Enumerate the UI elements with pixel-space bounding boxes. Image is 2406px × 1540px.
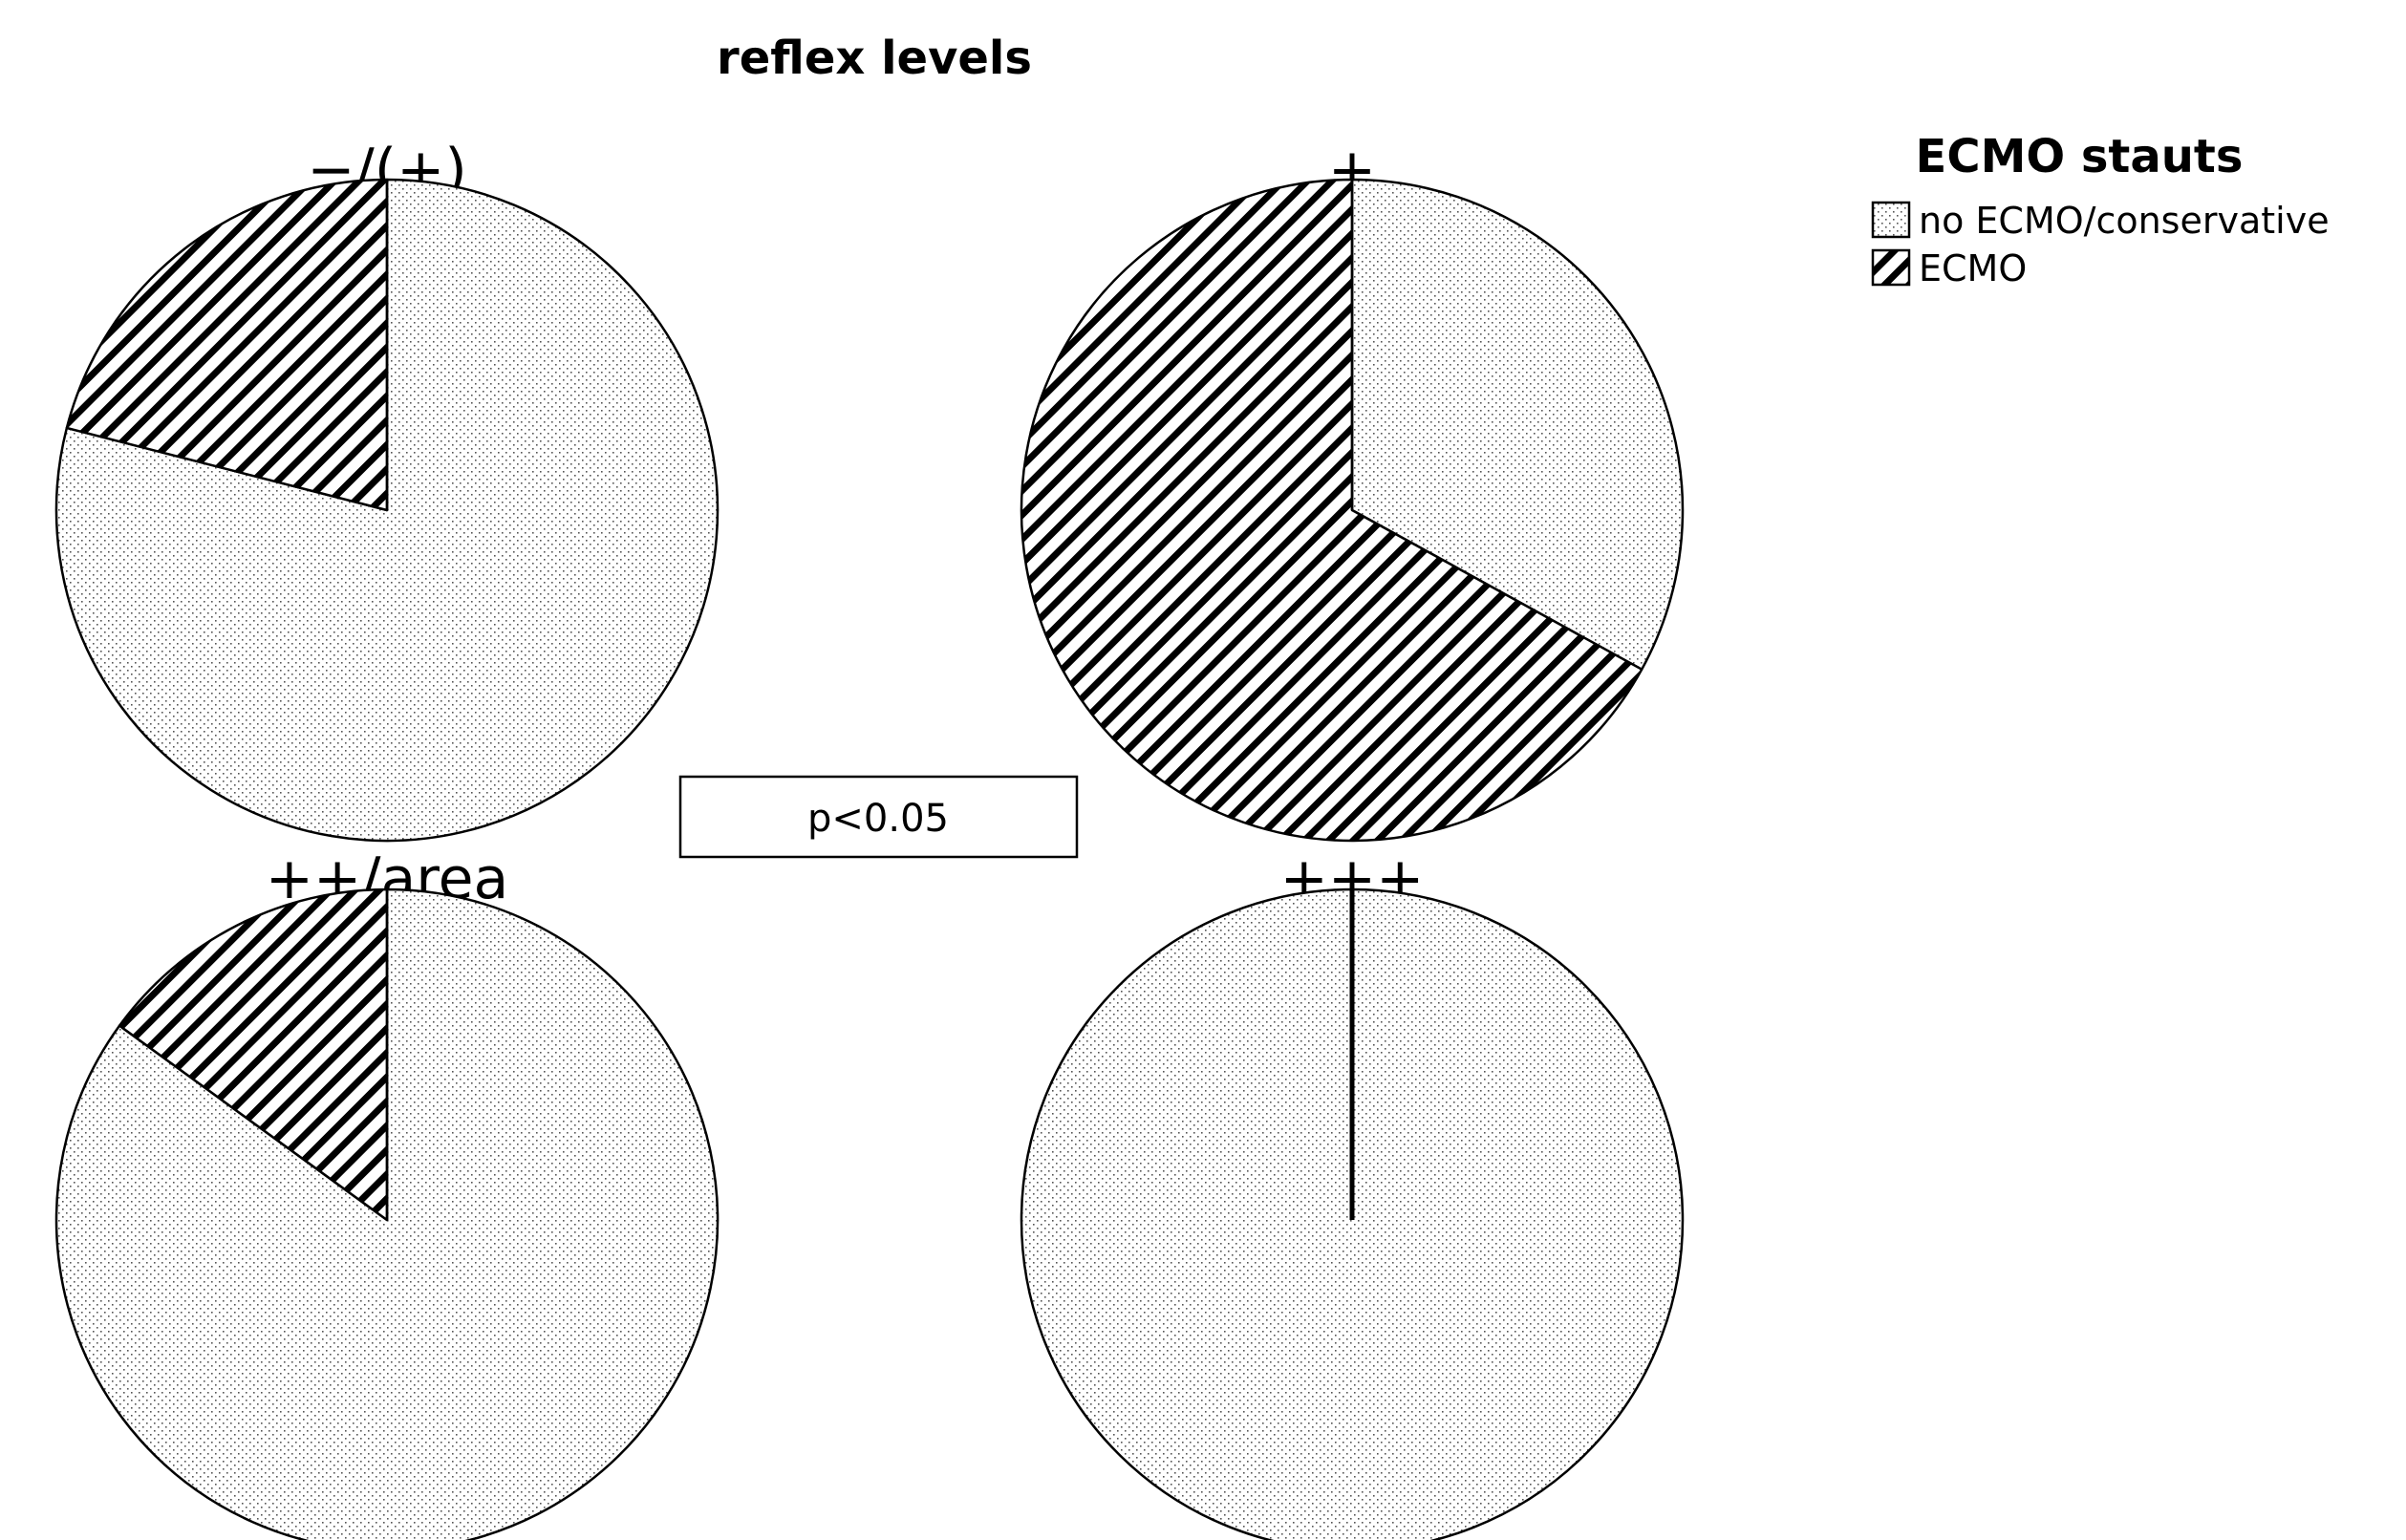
legend: ECMO stauts no ECMO/conservative ECMO	[1871, 130, 2330, 289]
p-value-box: p<0.05	[678, 775, 1079, 859]
legend-swatch-no-ecmo	[1871, 201, 1911, 239]
p-value-label: p<0.05	[807, 797, 949, 841]
legend-title: ECMO stauts	[1916, 130, 2244, 183]
p-value-box-frame	[678, 775, 1079, 859]
pie-1-slice-no-ecmo	[1350, 178, 1685, 671]
pie-2-slice-ecmo	[118, 888, 389, 1222]
legend-swatch-ecmo	[1871, 248, 1911, 287]
legend-label-no-ecmo: no ECMO/conservative	[1919, 200, 2330, 242]
pies-group: −/(+) +++/area +++	[54, 137, 1685, 1540]
chart-title: reflex levels	[717, 32, 1032, 85]
legend-label-ecmo: ECMO	[1919, 247, 2027, 289]
pie-0-slice-ecmo	[65, 178, 389, 512]
pie-1-slice-ecmo	[1020, 178, 1643, 843]
pie-2-slice-no-ecmo	[54, 888, 720, 1540]
